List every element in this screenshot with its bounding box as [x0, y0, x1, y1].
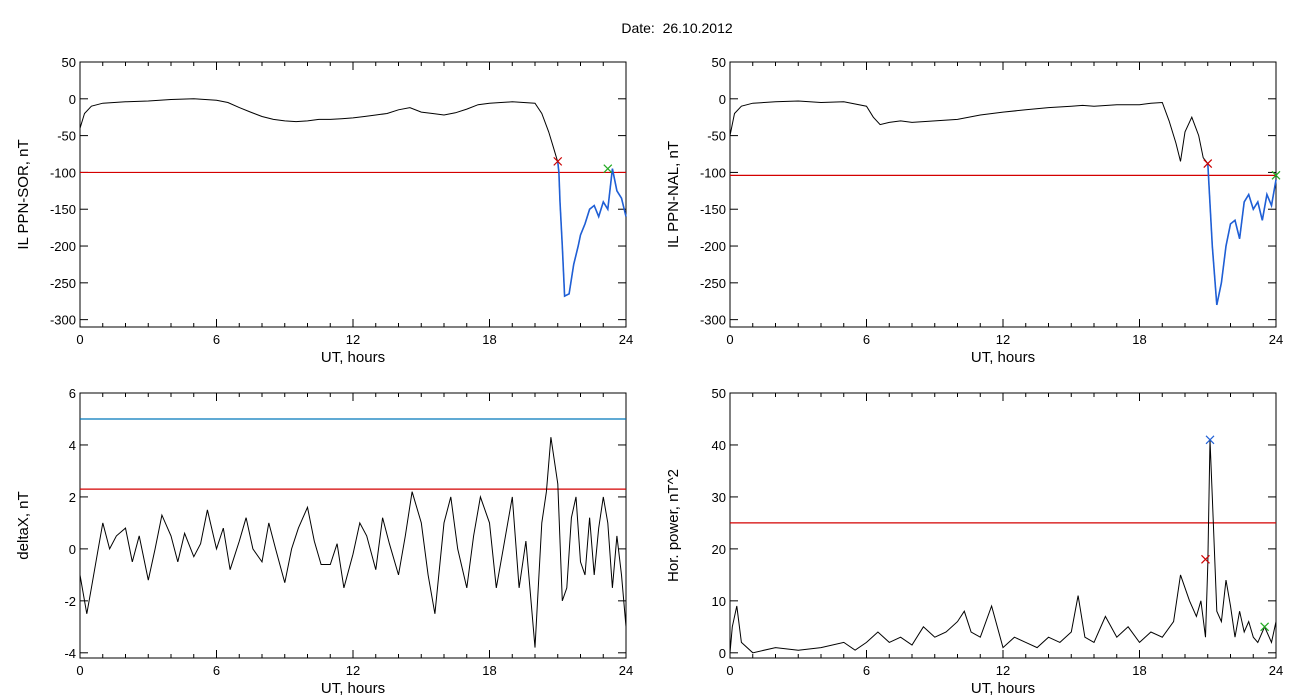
- marker-stroke: [1260, 622, 1270, 632]
- y-tick-label: -4: [64, 646, 76, 661]
- marker-end: [1260, 622, 1270, 632]
- marker-start: [1201, 554, 1210, 564]
- y-tick-label: 30: [712, 490, 726, 505]
- marker-stroke: [603, 164, 613, 174]
- y-tick-label: -100: [50, 165, 76, 180]
- x-tick-label: 0: [76, 332, 83, 347]
- x-tick-label: 0: [76, 663, 83, 678]
- y-axis-label: IL PPN-SOR, nT: [15, 139, 32, 249]
- y-tick-label: -50: [707, 129, 726, 144]
- page-title: Date: 26.10.2012: [621, 20, 733, 36]
- plot-frame: [79, 392, 627, 659]
- y-tick-label: -250: [700, 276, 726, 291]
- x-tick-label: 12: [996, 332, 1010, 347]
- highlighted-segment-line: [1207, 163, 1277, 306]
- y-tick-label: -2: [64, 594, 76, 609]
- panel-hor-power: 0 6 12 18 24 50 40 30 20 10 0 UT, hours Hor. power, …: [665, 386, 1283, 697]
- marker-end: [1271, 170, 1281, 180]
- marker-peak: [1205, 435, 1215, 445]
- y-tick-label: 0: [719, 646, 726, 661]
- x-tick-label: 24: [1269, 663, 1283, 678]
- y-tick-label: -100: [700, 165, 726, 180]
- x-tick-label: 18: [1132, 332, 1146, 347]
- marker-stroke: [1205, 435, 1215, 445]
- x-tick-label: 12: [996, 663, 1010, 678]
- series-line: [79, 437, 627, 648]
- series-line: [729, 439, 1277, 654]
- x-axis-label: UT, hours: [971, 349, 1035, 366]
- y-tick-label: 20: [712, 542, 726, 557]
- plot-frame: [79, 61, 627, 328]
- y-tick-label: 0: [719, 92, 726, 107]
- y-tick-label: 6: [69, 386, 76, 401]
- x-tick-label: 24: [619, 332, 633, 347]
- y-tick-label: 50: [712, 55, 726, 70]
- x-tick-label: 0: [726, 332, 733, 347]
- x-tick-label: 0: [726, 663, 733, 678]
- y-tick-label: 40: [712, 438, 726, 453]
- x-tick-label: 24: [1269, 332, 1283, 347]
- y-tick-label: -300: [50, 313, 76, 328]
- y-tick-label: -150: [50, 202, 76, 217]
- y-tick-label: 0: [69, 542, 76, 557]
- x-tick-label: 6: [213, 332, 220, 347]
- x-tick-label: 18: [482, 332, 496, 347]
- x-tick-label: 6: [213, 663, 220, 678]
- panel-ppn-sor: 0 6 12 18 24 50 0 -50 -100 -150 -200 -250 -300 UT, ho…: [15, 55, 633, 366]
- marker-stroke: [553, 156, 563, 166]
- panel-ppn-nal: 0 6 12 18 24 50 0 -50 -100 -150 -200 -250 -300 UT, ho…: [665, 55, 1283, 366]
- series-line: [79, 98, 627, 297]
- marker-end: [603, 164, 613, 174]
- y-tick-label: -50: [57, 129, 76, 144]
- y-axis-label: deltaX, nT: [15, 491, 32, 559]
- y-tick-label: 0: [69, 92, 76, 107]
- x-axis-label: UT, hours: [321, 349, 385, 366]
- x-tick-label: 6: [863, 332, 870, 347]
- x-tick-label: 24: [619, 663, 633, 678]
- plot-frame: [729, 392, 1277, 659]
- x-tick-label: 12: [346, 663, 360, 678]
- x-tick-label: 6: [863, 663, 870, 678]
- panel-deltax: 0 6 12 18 24 6 4 2 0 -2 -4 UT, hours deltaX, nT: [15, 386, 633, 697]
- marker-start: [553, 156, 563, 166]
- marker-stroke: [1201, 554, 1210, 564]
- x-tick-label: 18: [482, 663, 496, 678]
- marker-stroke: [1271, 170, 1281, 180]
- y-tick-label: -300: [700, 313, 726, 328]
- y-tick-label: -200: [50, 239, 76, 254]
- series-line: [729, 100, 1277, 306]
- x-tick-label: 18: [1132, 663, 1146, 678]
- marker-stroke: [1203, 159, 1213, 169]
- y-tick-label: 2: [69, 490, 76, 505]
- x-axis-label: UT, hours: [321, 680, 385, 697]
- y-tick-label: -250: [50, 276, 76, 291]
- x-tick-label: 12: [346, 332, 360, 347]
- marker-start: [1203, 159, 1213, 169]
- highlighted-segment-line: [557, 162, 627, 298]
- y-tick-label: -200: [700, 239, 726, 254]
- y-axis-label: Hor. power, nT^2: [665, 469, 682, 582]
- y-tick-label: -150: [700, 202, 726, 217]
- y-tick-label: 50: [712, 386, 726, 401]
- y-tick-label: 50: [62, 55, 76, 70]
- x-axis-label: UT, hours: [971, 680, 1035, 697]
- y-tick-label: 4: [69, 438, 76, 453]
- y-axis-label: IL PPN-NAL, nT: [665, 141, 682, 248]
- y-tick-label: 10: [712, 594, 726, 609]
